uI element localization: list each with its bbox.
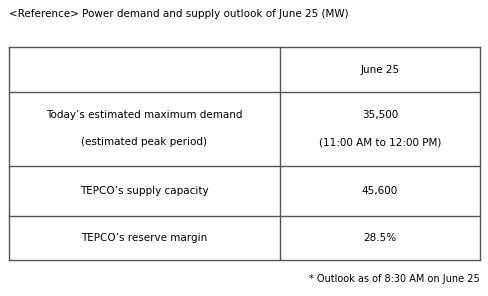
Text: (11:00 AM to 12:00 PM): (11:00 AM to 12:00 PM): [318, 137, 440, 147]
Text: 35,500: 35,500: [361, 110, 397, 120]
Text: TEPCO’s reserve margin: TEPCO’s reserve margin: [81, 233, 207, 243]
Text: 28.5%: 28.5%: [363, 233, 396, 243]
Text: 45,600: 45,600: [361, 186, 397, 196]
Text: (estimated peak period): (estimated peak period): [81, 137, 207, 147]
Text: June 25: June 25: [360, 65, 399, 75]
Text: <Reference> Power demand and supply outlook of June 25 (MW): <Reference> Power demand and supply outl…: [9, 9, 348, 19]
Text: * Outlook as of 8:30 AM on June 25: * Outlook as of 8:30 AM on June 25: [309, 274, 479, 284]
Text: Today’s estimated maximum demand: Today’s estimated maximum demand: [46, 110, 242, 120]
Text: TEPCO’s supply capacity: TEPCO’s supply capacity: [80, 186, 208, 196]
